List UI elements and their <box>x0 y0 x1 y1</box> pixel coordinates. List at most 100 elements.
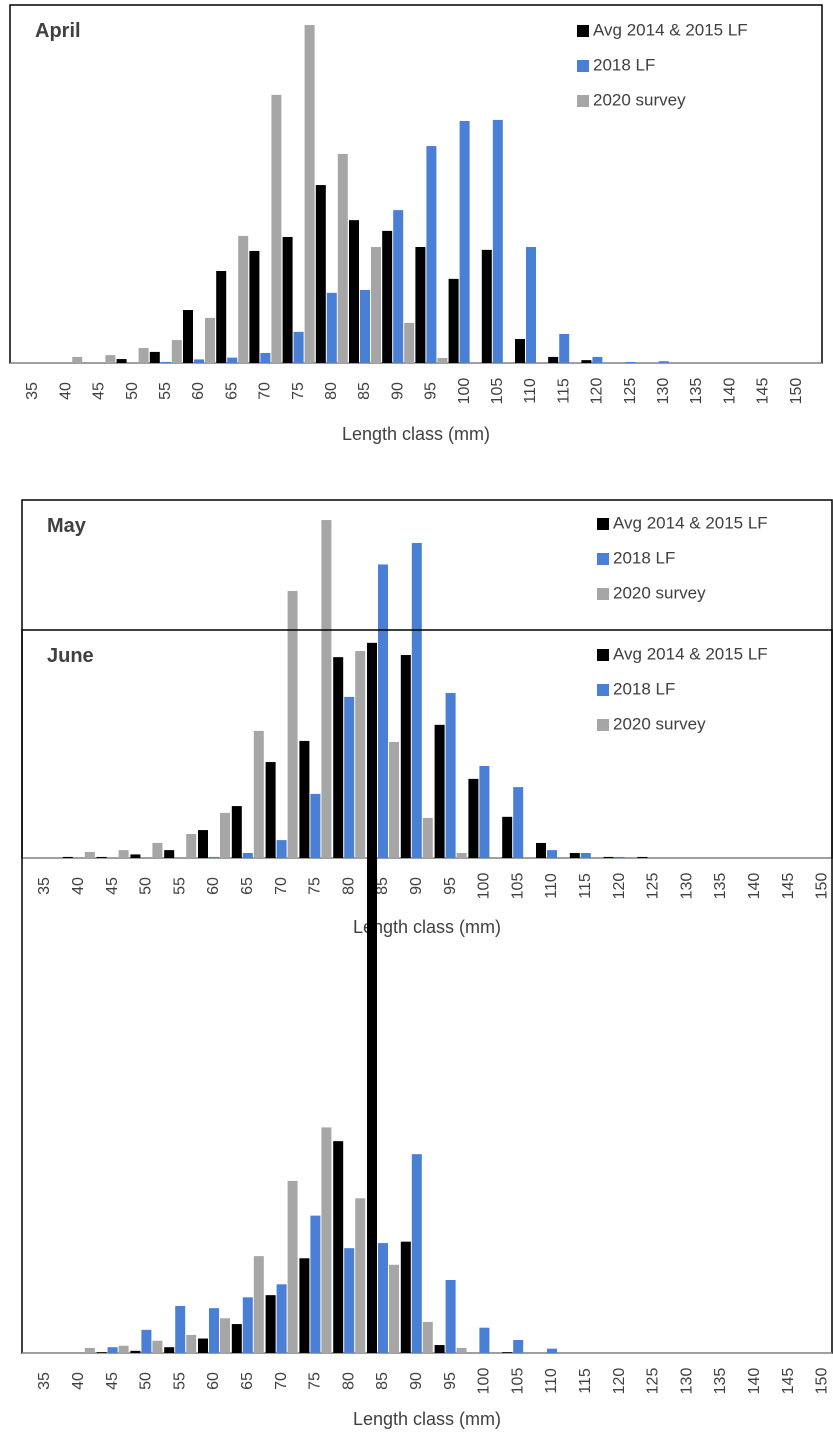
bar <box>205 317 215 363</box>
bar <box>344 696 355 858</box>
bar <box>426 146 437 363</box>
legend-swatch <box>597 649 609 661</box>
x-tick-label: 80 <box>340 877 357 895</box>
x-tick-label: 150 <box>814 1368 831 1395</box>
bar <box>404 322 415 363</box>
bar <box>581 360 592 363</box>
x-tick-label: 120 <box>611 1368 628 1395</box>
bar <box>592 356 603 363</box>
bar <box>492 119 503 363</box>
bar <box>253 730 264 858</box>
x-tick-label: 75 <box>290 382 307 400</box>
legend-swatch <box>597 553 609 565</box>
bar <box>220 812 230 858</box>
bar <box>603 856 614 858</box>
bar <box>326 292 337 363</box>
bar <box>194 359 204 363</box>
x-tick-label: 115 <box>577 1368 594 1394</box>
bar <box>367 648 377 1353</box>
bar <box>434 724 445 858</box>
bar <box>253 1256 264 1353</box>
bar <box>186 1334 197 1353</box>
bar <box>105 355 116 363</box>
bar <box>209 856 219 858</box>
bar <box>355 1198 366 1353</box>
bar <box>118 850 129 858</box>
x-tick-label: 115 <box>577 873 594 899</box>
bar <box>569 852 580 858</box>
bar <box>276 1284 287 1353</box>
x-tick-label: 130 <box>678 1368 695 1395</box>
bar <box>378 1243 388 1353</box>
x-tick-label: 95 <box>423 382 440 400</box>
bar <box>238 235 249 363</box>
x-axis-title: Length class (mm) <box>353 1409 501 1429</box>
x-tick-label: 95 <box>442 1372 459 1390</box>
x-tick-label: 125 <box>645 1368 662 1395</box>
bar <box>515 339 525 363</box>
x-tick-label: 145 <box>755 378 772 405</box>
bar <box>72 356 83 363</box>
bar <box>310 793 321 858</box>
bar <box>130 854 141 858</box>
bar <box>62 856 73 858</box>
legend-label: 2018 LF <box>613 679 675 698</box>
bar <box>242 1297 253 1353</box>
bar <box>422 1321 433 1353</box>
x-tick-label: 60 <box>190 382 207 400</box>
bar <box>84 851 95 858</box>
x-tick-label: 55 <box>171 1372 188 1390</box>
legend-label: 2020 survey <box>613 714 706 733</box>
bar <box>183 310 193 363</box>
x-tick-label: 135 <box>712 1368 729 1395</box>
bar <box>164 1347 175 1353</box>
bar <box>456 1347 467 1353</box>
x-tick-label: 125 <box>622 378 639 405</box>
x-tick-label: 70 <box>257 382 274 400</box>
bar <box>625 361 636 363</box>
legend-label: 2018 LF <box>593 55 655 74</box>
bar <box>315 185 326 363</box>
bar <box>355 651 366 858</box>
bar <box>580 852 591 858</box>
x-tick-label: 60 <box>205 877 222 895</box>
bar <box>371 247 381 363</box>
bar <box>333 657 344 858</box>
bar <box>513 1339 524 1353</box>
bar <box>209 1308 219 1353</box>
bar <box>479 1327 490 1353</box>
x-tick-label: 85 <box>374 877 391 895</box>
bar <box>637 856 648 858</box>
bar <box>299 1258 310 1353</box>
bar <box>175 1306 186 1353</box>
x-tick-label: 35 <box>36 877 53 895</box>
bar <box>411 1154 422 1353</box>
bar <box>265 762 276 858</box>
bar <box>411 542 422 858</box>
bar <box>502 1352 513 1353</box>
bar <box>536 842 546 858</box>
x-tick-label: 105 <box>509 1368 526 1395</box>
x-tick-label: 150 <box>788 378 805 405</box>
bar <box>459 120 470 363</box>
legend-swatch <box>597 588 609 600</box>
bar <box>382 230 393 363</box>
bar <box>614 856 625 858</box>
x-tick-label: 140 <box>746 1368 763 1395</box>
bar <box>349 220 359 363</box>
x-tick-label: 70 <box>273 877 290 895</box>
bar <box>468 778 479 858</box>
bar <box>337 153 348 363</box>
x-tick-label: 35 <box>36 1372 53 1390</box>
x-tick-label: 75 <box>307 1372 324 1390</box>
legend-label: Avg 2014 & 2015 LF <box>593 20 748 39</box>
bar <box>445 692 456 858</box>
x-tick-label: 40 <box>70 877 87 895</box>
bar <box>152 1340 163 1353</box>
bar <box>293 331 304 363</box>
bar <box>393 210 404 363</box>
bar <box>160 361 171 363</box>
x-tick-label: 130 <box>678 873 695 900</box>
legend-label: Avg 2014 & 2015 LF <box>613 513 768 532</box>
